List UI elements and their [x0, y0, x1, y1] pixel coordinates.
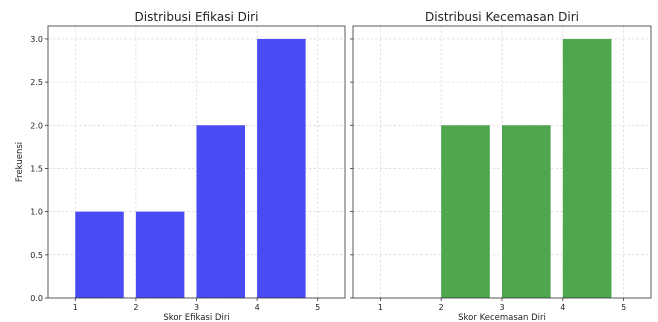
chart-kecemasan-diri: 1 2 3 4 5 Distribusi Kecemasan Diri Skor Kecem…: [350, 10, 652, 322]
y-axis-label: Frekuensi: [15, 142, 25, 182]
y-tick-label-2: 1.0: [30, 208, 43, 217]
x-tick-label-3: 4: [255, 303, 260, 312]
x-tick-label-0: 1: [378, 303, 383, 312]
chart-title: Distribusi Efikasi Diri: [135, 10, 259, 24]
y-tick-label-3: 1.5: [30, 164, 43, 173]
chart-efikasi-diri: 1 2 3 4 5 0.0 0.5 1.0 1.5 2.0 2.5 3.0 Distribusi Efi…: [15, 10, 346, 322]
y-tick-label-5: 2.5: [30, 78, 43, 87]
y-tick-label-6: 3.0: [30, 35, 43, 44]
x-tick-label-4: 5: [315, 303, 320, 312]
histogram-bar-3: [257, 38, 306, 298]
y-tick-label-4: 2.0: [30, 121, 43, 130]
y-tick-label-1: 0.5: [30, 251, 43, 260]
chart-title: Distribusi Kecemasan Diri: [425, 10, 579, 24]
x-axis-label: Skor Efikasi Diri: [163, 313, 229, 322]
histogram-bar-1: [502, 125, 551, 298]
x-tick-label-1: 2: [133, 303, 138, 312]
x-tick-label-3: 4: [560, 303, 565, 312]
histogram-bar-2: [196, 125, 245, 298]
histogram-bar-2: [562, 38, 612, 298]
x-tick-label-1: 2: [439, 303, 444, 312]
histogram-bar-0: [441, 125, 490, 298]
y-tick-label-0: 0.0: [30, 294, 43, 303]
x-axis-label: Skor Kecemasan Diri: [458, 313, 546, 322]
x-tick-label-2: 3: [194, 303, 199, 312]
x-tick-label-2: 3: [499, 303, 504, 312]
histogram-bar-1: [135, 211, 185, 298]
x-tick-label-4: 5: [621, 303, 626, 312]
x-tick-label-0: 1: [73, 303, 78, 312]
histogram-bar-0: [75, 211, 124, 298]
